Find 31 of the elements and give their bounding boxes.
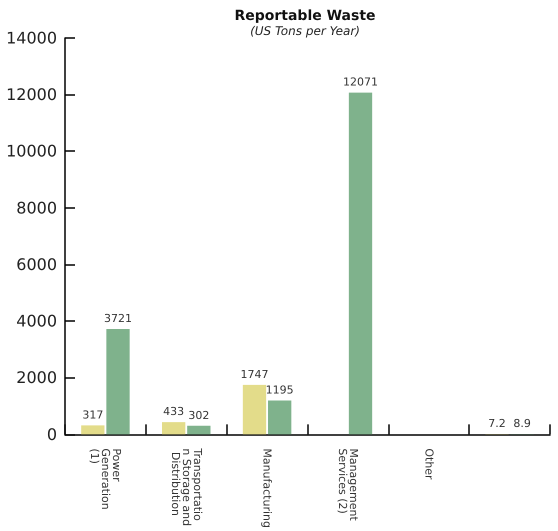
data-label: 3721 bbox=[104, 312, 132, 326]
x-tick-label: Management Services (2) bbox=[336, 448, 360, 524]
y-tick-label: 14000 bbox=[6, 28, 57, 48]
y-tick-label: 2000 bbox=[16, 368, 57, 388]
bar bbox=[187, 426, 210, 434]
data-label: 12071 bbox=[343, 76, 378, 89]
x-tick-label: Manufacturing bbox=[260, 448, 274, 528]
y-tick-label: 6000 bbox=[16, 254, 57, 274]
y-tick-label: 4000 bbox=[16, 312, 57, 331]
chart-title: Reportable Waste bbox=[234, 8, 376, 24]
y-tick-label: 8000 bbox=[16, 198, 57, 218]
data-label: 433 bbox=[163, 405, 184, 418]
data-label: 1195 bbox=[266, 384, 294, 397]
y-tick-label: 12000 bbox=[6, 85, 57, 104]
x-tick-label: Other bbox=[422, 448, 436, 480]
data-label: 302 bbox=[188, 408, 210, 422]
data-label: 317 bbox=[82, 408, 104, 422]
x-tick-label: Power Generation (1) bbox=[88, 448, 123, 514]
y-tick-label: 10000 bbox=[6, 142, 57, 161]
bar bbox=[106, 329, 130, 434]
bar bbox=[348, 92, 372, 434]
chart-subtitle: (US Tons per Year) bbox=[250, 24, 360, 38]
bar bbox=[81, 425, 104, 434]
x-tick-label: Transportation Storage and Distribution bbox=[168, 447, 204, 526]
bar bbox=[242, 384, 266, 434]
data-label: 8.9 bbox=[513, 417, 531, 430]
bar bbox=[268, 400, 292, 434]
bar bbox=[162, 422, 186, 434]
data-label: 7.2 bbox=[488, 417, 506, 430]
y-tick-label: 0 bbox=[46, 424, 57, 444]
data-label: 1747 bbox=[240, 368, 268, 381]
